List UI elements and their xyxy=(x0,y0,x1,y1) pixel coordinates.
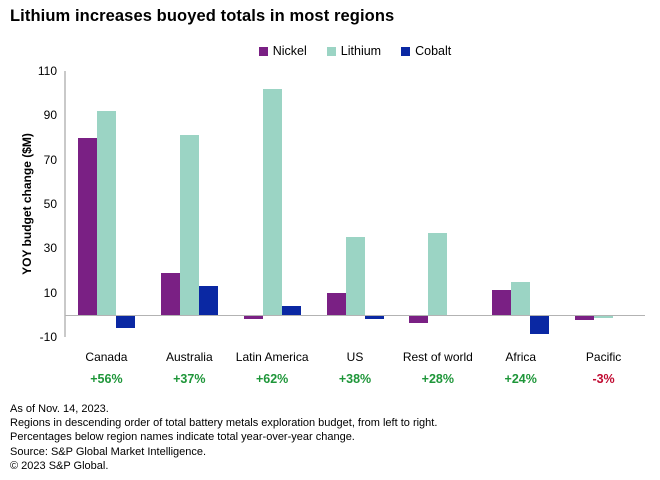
legend-label-nickel: Nickel xyxy=(272,44,307,58)
pct-label-latin-america: +62% xyxy=(255,372,289,386)
x-label-rest-of-world: Rest of world xyxy=(402,350,473,364)
bar-lithium-rest-of-world xyxy=(428,232,448,315)
bar-nickel-rest-of-world xyxy=(409,316,429,324)
y-tick-50: 50 xyxy=(43,197,57,211)
bar-cobalt-us xyxy=(364,316,384,319)
bar-nickel-latin-america xyxy=(243,316,263,319)
legend-label-lithium: Lithium xyxy=(340,44,382,58)
y-tick-90: 90 xyxy=(43,108,57,123)
bar-nickel-us xyxy=(326,292,346,315)
footnotes: As of Nov. 14, 2023. Regions in descendi… xyxy=(10,402,437,473)
plot-area: YOY budget change ($M) -10 10 30 50 70 90 110 C… xyxy=(20,64,645,386)
x-label-us: US xyxy=(346,350,364,364)
x-label-pacific: Pacific xyxy=(585,350,622,364)
x-label-australia: Australia xyxy=(165,350,213,364)
chart-title: Lithium increases buoyed totals in most … xyxy=(10,7,395,25)
bar-nickel-canada xyxy=(77,137,97,315)
bar-lithium-africa xyxy=(511,281,531,315)
x-label-africa: Africa xyxy=(505,350,537,364)
x-label-latin-america: Latin America xyxy=(235,350,309,364)
cobalt-swatch xyxy=(401,46,411,56)
y-tick-70: 70 xyxy=(43,152,57,167)
pct-label-australia: +37% xyxy=(173,372,206,386)
pct-label-pacific: -3% xyxy=(592,372,615,386)
bar-cobalt-latin-america xyxy=(281,305,301,315)
pct-label-canada: +56% xyxy=(90,372,123,386)
bar-lithium-us xyxy=(345,237,365,315)
legend-label-cobalt: Cobalt xyxy=(415,44,452,58)
lithium-swatch xyxy=(326,46,336,56)
y-tick-10: 10 xyxy=(43,285,57,300)
zero-baseline xyxy=(65,314,645,317)
footnote-source: Source: S&P Global Market Intelligence. xyxy=(10,445,207,458)
y-axis-line xyxy=(64,71,66,337)
bar-cobalt-australia xyxy=(198,286,218,315)
footnote-percentages: Percentages below region names indicate … xyxy=(10,431,355,444)
pct-label-rest-of-world: +28% xyxy=(421,372,455,386)
bar-cobalt-africa xyxy=(530,316,550,335)
nickel-swatch xyxy=(258,46,268,56)
bar-lithium-pacific xyxy=(594,316,614,318)
footnote-as-of-date: As of Nov. 14, 2023. xyxy=(10,403,109,415)
bar-lithium-latin-america xyxy=(262,88,282,315)
x-label-canada: Canada xyxy=(85,350,128,364)
y-tick--10: -10 xyxy=(39,330,57,344)
legend: Nickel Lithium Cobalt xyxy=(65,44,645,58)
pct-label-africa: +24% xyxy=(504,372,537,386)
y-tick-30: 30 xyxy=(43,241,57,256)
pct-label-us: +38% xyxy=(338,372,372,386)
bar-nickel-pacific xyxy=(575,316,595,320)
legend-item-lithium: Lithium xyxy=(326,44,382,58)
legend-item-cobalt: Cobalt xyxy=(401,44,451,58)
footnote-region-order: Regions in descending order of total bat… xyxy=(10,417,438,430)
bar-nickel-africa xyxy=(492,290,512,315)
bar-cobalt-canada xyxy=(115,316,135,328)
legend-item-nickel: Nickel xyxy=(258,44,307,58)
bar-nickel-australia xyxy=(160,272,180,315)
bar-lithium-australia xyxy=(179,135,199,315)
bar-lithium-canada xyxy=(96,110,116,315)
y-tick-110: 110 xyxy=(37,64,57,78)
footnote-copyright: © 2023 S&P Global. xyxy=(10,459,109,472)
